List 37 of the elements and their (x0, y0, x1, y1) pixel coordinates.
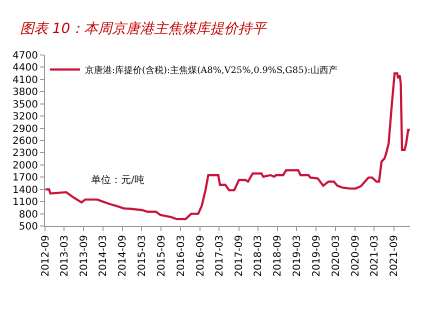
x-tick-label: 2019-03 (292, 235, 303, 277)
chart-title: 图表 10：本周京唐港主焦煤库提价持平 (20, 20, 268, 37)
y-tick-label: 1400 (12, 184, 38, 196)
x-tick-label: 2021-09 (389, 235, 400, 277)
x-tick-label: 2020-03 (330, 235, 342, 277)
y-tick-label: 2900 (12, 124, 38, 135)
x-tick-label: 2017-09 (234, 235, 245, 277)
x-tick-label: 2020-09 (350, 235, 362, 277)
y-tick-label: 3500 (12, 99, 38, 110)
x-tick-label: 2018-09 (272, 235, 284, 277)
y-tick-label: 2300 (12, 148, 38, 160)
x-tick-label: 2013-03 (59, 235, 70, 277)
y-tick-label: 3800 (12, 87, 38, 98)
x-tick-label: 2016-03 (176, 235, 187, 277)
y-tick-label: 800 (18, 209, 38, 220)
y-tick-label: 1100 (12, 197, 38, 208)
y-tick-label: 4100 (12, 74, 38, 86)
x-tick-label: 2014-09 (118, 235, 129, 277)
x-tick-label: 2019-09 (311, 235, 322, 277)
x-tick-label: 2014-03 (98, 235, 110, 277)
y-tick-label: 500 (18, 222, 38, 232)
legend-label: 京唐港:库提价(含税):主焦煤(A8%,V25%,0.9%S,G85):山西产 (85, 65, 338, 76)
x-tick-label: 2018-03 (253, 235, 264, 277)
y-tick-label: 1700 (12, 172, 38, 184)
y-tick-label: 2000 (12, 160, 38, 172)
annotation: 单位：元/吨 (91, 174, 144, 186)
x-tick-label: 2021-03 (369, 235, 380, 277)
x-tick-label: 2012-09 (40, 235, 52, 277)
y-tick-label: 4700 (12, 50, 38, 62)
y-tick-label: 3200 (12, 112, 38, 123)
y-tick-label: 4400 (12, 62, 38, 74)
x-tick-label: 2015-03 (136, 235, 148, 277)
y-tick-label: 2600 (12, 136, 38, 147)
x-tick-label: 2013-09 (78, 235, 90, 277)
x-tick-label: 2017-03 (214, 235, 226, 277)
x-tick-label: 2016-09 (195, 235, 206, 277)
x-tick-label: 2015-09 (156, 235, 168, 277)
